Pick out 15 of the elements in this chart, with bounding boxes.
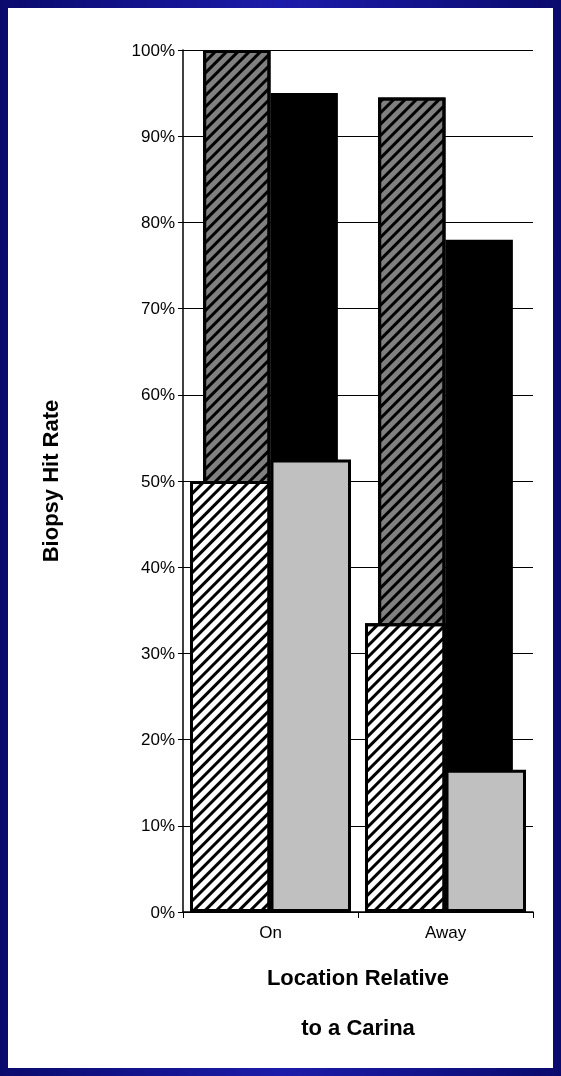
y-tick-label: 100% bbox=[131, 40, 175, 60]
x-tick-label: On bbox=[259, 923, 282, 942]
y-tick-label: 60% bbox=[140, 385, 175, 405]
y-axis-title: Biopsy Hit Rate bbox=[37, 399, 63, 563]
y-tick-label: 80% bbox=[140, 212, 175, 232]
y-tick-label: 20% bbox=[140, 730, 175, 750]
x-tick-label: Away bbox=[424, 923, 467, 942]
y-tick-label: 70% bbox=[140, 299, 175, 319]
x-axis-title: Location Relative to a Carina bbox=[266, 964, 450, 1040]
y-tick-label: 50% bbox=[140, 471, 175, 491]
y-tick-label: 30% bbox=[140, 643, 175, 663]
y-tick-label: 0% bbox=[150, 902, 175, 922]
y-tick-label: 90% bbox=[140, 126, 175, 146]
y-tick-label: 40% bbox=[140, 557, 175, 577]
y-tick-label: 10% bbox=[140, 816, 175, 836]
